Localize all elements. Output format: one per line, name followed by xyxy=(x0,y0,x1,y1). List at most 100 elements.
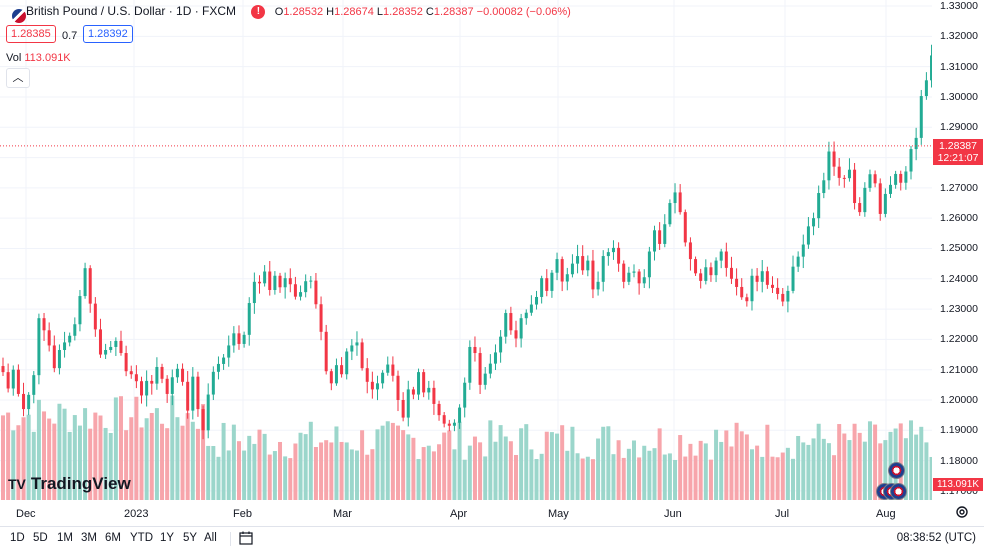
tradingview-watermark[interactable]: TV TradingView xyxy=(8,474,131,494)
volume-bar xyxy=(832,455,837,500)
sell-button[interactable]: 1.28385 xyxy=(6,25,56,43)
candle-body xyxy=(427,387,431,393)
candle-body xyxy=(499,336,503,353)
volume-bar xyxy=(703,443,708,500)
candle-body xyxy=(888,184,892,194)
candle-body xyxy=(883,193,887,214)
candle-body xyxy=(47,330,51,346)
candlestick-chart[interactable] xyxy=(0,0,932,500)
candle-body xyxy=(524,312,528,319)
buy-button[interactable]: 1.28392 xyxy=(83,25,133,43)
price-tick-label: 1.33000 xyxy=(940,0,978,13)
volume-bar xyxy=(426,445,431,500)
volume-bar xyxy=(534,459,539,500)
volume-bar xyxy=(257,429,262,500)
volume-bar xyxy=(329,442,334,500)
volume-bar xyxy=(488,420,493,500)
volume-bar xyxy=(303,434,308,500)
volume-bar xyxy=(11,430,16,500)
candle-body xyxy=(386,364,390,373)
candle-body xyxy=(345,351,349,375)
volume-bar xyxy=(539,453,544,500)
volume-bar xyxy=(867,421,872,500)
range-button-3m[interactable]: 3M xyxy=(81,532,97,544)
volume-bar xyxy=(247,435,252,500)
candle-body xyxy=(406,389,410,418)
volume-bar xyxy=(760,456,765,500)
volume-bar xyxy=(878,443,883,500)
candle-body xyxy=(93,303,97,330)
price-tick-label: 1.22000 xyxy=(940,333,978,346)
candle-body xyxy=(175,368,179,378)
chart-area[interactable] xyxy=(0,0,932,500)
symbol-legend: British Pound / U.S. Dollar · 1D · FXCM … xyxy=(6,4,571,23)
range-button-6m[interactable]: 6M xyxy=(105,532,121,544)
volume-bar xyxy=(472,436,477,500)
volume-bar xyxy=(857,432,862,500)
candle-body xyxy=(78,296,82,325)
volume-bar xyxy=(52,423,57,500)
candle-body xyxy=(724,251,728,268)
volume-bar xyxy=(298,432,303,500)
volume-bar xyxy=(144,418,149,500)
volume-bar xyxy=(411,437,416,500)
range-button-5y[interactable]: 5Y xyxy=(183,532,198,544)
candle-body xyxy=(422,372,426,393)
candle-body xyxy=(381,372,385,384)
volume-bar xyxy=(549,432,554,500)
range-button-ytd[interactable]: YTD xyxy=(130,532,153,544)
range-button-1y[interactable]: 1Y xyxy=(160,532,175,544)
volume-bar xyxy=(437,444,442,500)
candle-body xyxy=(314,280,318,305)
range-button-5d[interactable]: 5D xyxy=(33,532,48,544)
volume-bar xyxy=(544,431,549,500)
collapse-legend-button[interactable]: ︿ xyxy=(6,68,30,88)
candle-body xyxy=(919,96,923,138)
volume-bar xyxy=(616,440,621,500)
settings-gear-icon[interactable] xyxy=(954,504,970,520)
range-button-all[interactable]: All xyxy=(204,532,217,544)
uk-event-flag-icon[interactable] xyxy=(890,483,907,500)
price-axis[interactable]: 1.330001.320001.310001.300001.290001.280… xyxy=(932,0,984,500)
calendar-icon[interactable] xyxy=(239,531,253,545)
candle-body xyxy=(581,256,585,271)
candle-body xyxy=(781,293,785,302)
volume-bar xyxy=(673,459,678,500)
symbol-title[interactable]: British Pound / U.S. Dollar · 1D · FXCM xyxy=(26,4,237,18)
candle-body xyxy=(673,192,677,204)
candle-body xyxy=(729,267,733,279)
time-axis[interactable]: Dec 2023 Feb Mar Apr May Jun Jul Aug xyxy=(0,500,932,526)
candle-body xyxy=(283,278,287,288)
price-tick-label: 1.31000 xyxy=(940,60,978,73)
uk-event-flag-icon[interactable] xyxy=(888,462,905,479)
candle-body xyxy=(150,380,154,384)
candle-body xyxy=(786,290,790,302)
range-button-1d[interactable]: 1D xyxy=(10,532,25,544)
candle-body xyxy=(873,174,877,184)
candle-body xyxy=(714,260,718,276)
volume-bar xyxy=(667,453,672,500)
volume-bar xyxy=(380,425,385,500)
volume-bar xyxy=(467,445,472,500)
candle-body xyxy=(88,268,92,304)
candle-body xyxy=(509,313,513,331)
candle-body xyxy=(637,271,641,284)
time-tick-label: 2023 xyxy=(124,508,149,520)
candle-body xyxy=(719,251,723,261)
candle-body xyxy=(853,169,857,204)
range-button-1m[interactable]: 1M xyxy=(57,532,73,544)
volume-bar xyxy=(847,440,852,500)
candle-body xyxy=(565,274,569,282)
market-closed-alert-icon[interactable]: ! xyxy=(251,4,266,19)
candle-body xyxy=(432,387,436,404)
volume-bar xyxy=(221,422,226,500)
candle-body xyxy=(155,366,159,384)
utc-clock[interactable]: 08:38:52 (UTC) xyxy=(896,532,976,544)
volume-bar xyxy=(565,450,570,500)
volume-axis-label: 113.091K xyxy=(933,478,983,491)
candle-body xyxy=(309,280,313,282)
volume-bar xyxy=(36,399,41,500)
candle-body xyxy=(822,180,826,194)
volume-bar xyxy=(503,436,508,500)
volume-bar xyxy=(190,421,195,500)
